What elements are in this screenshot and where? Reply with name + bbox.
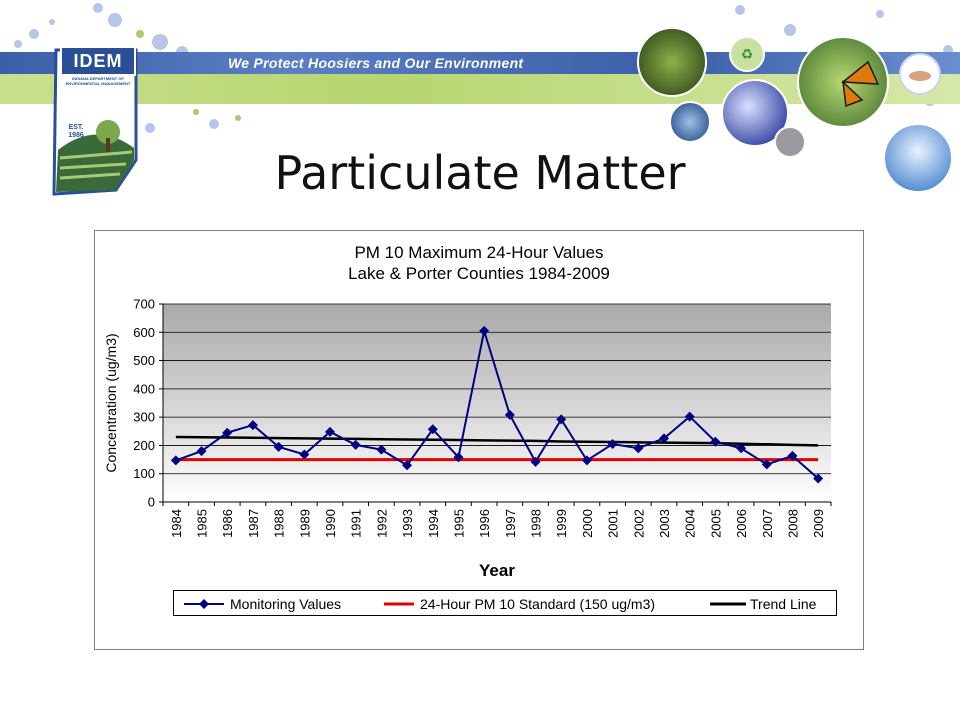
legend-item-standard: 24-Hour PM 10 Standard (150 ug/m3) xyxy=(382,595,692,613)
y-tick-label: 500 xyxy=(133,353,155,368)
data-point xyxy=(736,443,747,454)
data-point xyxy=(787,450,798,461)
slide-title: Particulate Matter xyxy=(274,146,686,200)
y-tick-label: 600 xyxy=(133,325,155,340)
series-line-0 xyxy=(175,330,819,480)
water-photo-icon xyxy=(721,79,789,147)
x-tick-label: 1998 xyxy=(529,509,544,538)
chart-subtitle: Lake & Porter Counties 1984-2009 xyxy=(348,264,610,283)
x-tick-label: 2000 xyxy=(580,509,595,538)
y-tick-label: 100 xyxy=(133,466,155,481)
y-tick-label: 300 xyxy=(133,410,155,425)
data-point xyxy=(325,426,335,437)
fern-photo-icon xyxy=(637,27,707,97)
data-point xyxy=(170,455,181,466)
data-point xyxy=(402,460,413,471)
x-tick-label: 1995 xyxy=(451,509,466,538)
x-tick-label: 1994 xyxy=(426,509,441,538)
x-tick-label: 1984 xyxy=(169,509,184,538)
data-point xyxy=(427,424,438,435)
banner-blue-band xyxy=(0,52,960,74)
data-point xyxy=(247,420,258,431)
data-point xyxy=(813,473,824,484)
header-banner: We Protect Hoosiers and Our Environment … xyxy=(0,0,960,210)
x-tick-label: 2002 xyxy=(631,509,646,538)
x-tick-label: 2008 xyxy=(785,509,800,538)
x-tick-label: 1986 xyxy=(220,509,235,538)
data-point xyxy=(376,444,387,455)
chart-legend: Monitoring Values 24-Hour PM 10 Standard… xyxy=(173,590,837,616)
x-tick-label: 1996 xyxy=(477,509,492,538)
legend-red-line-icon xyxy=(384,602,414,606)
x-tick-label: 2003 xyxy=(657,509,672,538)
chart-title-block: PM 10 Maximum 24-Hour Values Lake & Port… xyxy=(95,242,863,284)
data-point xyxy=(761,459,772,470)
data-point xyxy=(453,452,464,463)
data-point xyxy=(273,441,284,452)
x-tick-label: 1985 xyxy=(195,509,210,538)
x-tick-label: 1993 xyxy=(400,509,415,538)
data-point xyxy=(684,411,695,422)
plot-area xyxy=(163,304,831,502)
logo-text: IDEM xyxy=(60,46,136,76)
svg-text:♻: ♻ xyxy=(741,46,754,62)
gray-texture-icon xyxy=(774,126,806,158)
x-tick-label: 1988 xyxy=(272,509,287,538)
x-tick-label: 1999 xyxy=(554,509,569,538)
data-point xyxy=(633,443,644,454)
chart-container: PM 10 Maximum 24-Hour Values Lake & Port… xyxy=(94,230,864,650)
legend-label: Trend Line xyxy=(750,596,817,612)
legend-item-monitoring: Monitoring Values xyxy=(182,595,382,613)
y-tick-label: 200 xyxy=(133,438,155,453)
data-point xyxy=(581,455,592,466)
indiana-state-icon xyxy=(52,48,138,196)
banner-slogan: We Protect Hoosiers and Our Environment xyxy=(228,55,524,71)
x-tick-label: 1987 xyxy=(246,509,261,538)
x-tick-label: 1997 xyxy=(503,509,518,538)
data-point xyxy=(196,446,207,457)
x-tick-label: 2004 xyxy=(683,509,698,538)
y-axis-title: Concentration (ug/m3) xyxy=(103,333,119,472)
x-tick-label: 1989 xyxy=(297,509,312,538)
x-axis-title: Year xyxy=(479,561,515,580)
data-point xyxy=(299,449,310,460)
x-tick-label: 2009 xyxy=(811,509,826,538)
x-tick-label: 1992 xyxy=(374,509,389,538)
legend-diamond-line-icon xyxy=(184,599,224,609)
pm10-line-chart: 0 100 200 300 400 500 600 700 1984 1985 1986 1987 19… xyxy=(103,297,832,580)
data-point xyxy=(222,427,233,438)
data-point xyxy=(479,325,490,336)
chart-title: PM 10 Maximum 24-Hour Values xyxy=(354,243,604,262)
x-tick-label: 2007 xyxy=(760,509,775,538)
x-tick-label: 1990 xyxy=(323,509,338,538)
data-point xyxy=(710,436,721,447)
legend-label: 24-Hour PM 10 Standard (150 ug/m3) xyxy=(420,596,656,612)
data-point xyxy=(504,409,515,420)
logo-established: EST. 1986 xyxy=(68,124,84,139)
idem-logo: IDEM INDIANA DEPARTMENT OF ENVIRONMENTAL… xyxy=(46,40,146,200)
series-line-2 xyxy=(175,435,819,447)
x-tick-label: 2001 xyxy=(606,509,621,538)
sky-photo-icon xyxy=(883,123,953,193)
legend-item-trend: Trend Line xyxy=(708,595,832,613)
x-tick-label: 1991 xyxy=(349,509,364,538)
x-tick-label: 2006 xyxy=(734,509,749,538)
data-point xyxy=(530,456,541,467)
nature-photo-circles: ♻ xyxy=(637,27,953,193)
legend-black-line-icon xyxy=(710,602,746,606)
y-tick-label: 400 xyxy=(133,381,155,396)
data-point xyxy=(659,433,669,444)
legend-label: Monitoring Values xyxy=(230,596,342,612)
data-point xyxy=(556,414,567,425)
recycle-icon xyxy=(729,36,765,72)
data-point xyxy=(607,439,618,450)
x-tick-label: 2005 xyxy=(708,509,723,538)
logo-subtext: INDIANA DEPARTMENT OF ENVIRONMENTAL MANA… xyxy=(65,76,131,86)
y-tick-label: 700 xyxy=(133,297,155,312)
y-tick-label: 0 xyxy=(148,495,155,510)
data-point xyxy=(350,439,361,450)
solar-panel-icon xyxy=(669,101,711,143)
